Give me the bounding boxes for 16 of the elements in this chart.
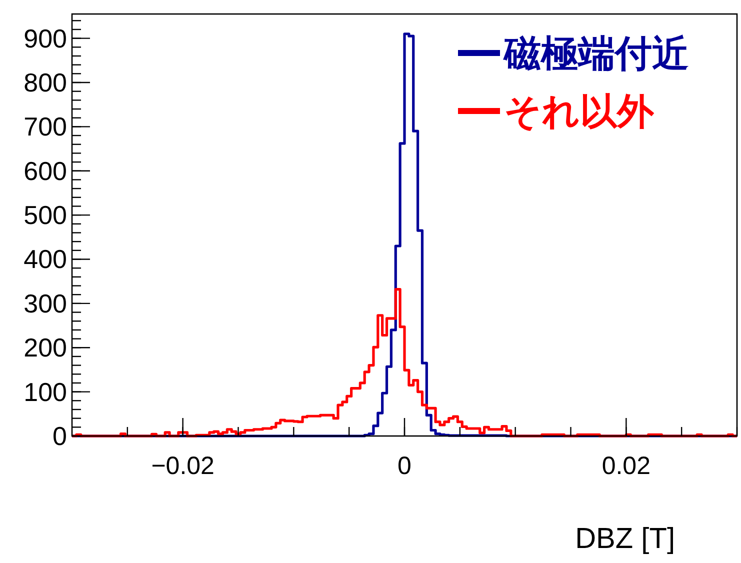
x-tick-label: −0.02 [151, 452, 214, 480]
y-tick-label: 0 [52, 421, 67, 451]
y-tick-label: 700 [24, 112, 67, 142]
x-tick-label: 0.02 [602, 452, 651, 480]
y-tick-label: 100 [24, 376, 67, 407]
x-axis-title: DBZ [T] [575, 523, 675, 555]
y-tick-label: 900 [24, 23, 67, 54]
y-tick-label: 600 [24, 156, 67, 186]
y-tick-label: 500 [24, 200, 67, 230]
y-tick-label: 800 [24, 67, 67, 98]
legend-label: それ以外 [504, 91, 655, 132]
y-tick-label: 300 [24, 288, 67, 318]
y-tick-label: 400 [24, 244, 67, 274]
legend-label: 磁極端付近 [503, 33, 689, 74]
y-tick-label: 200 [24, 332, 67, 363]
x-tick-label: 0 [398, 452, 412, 480]
